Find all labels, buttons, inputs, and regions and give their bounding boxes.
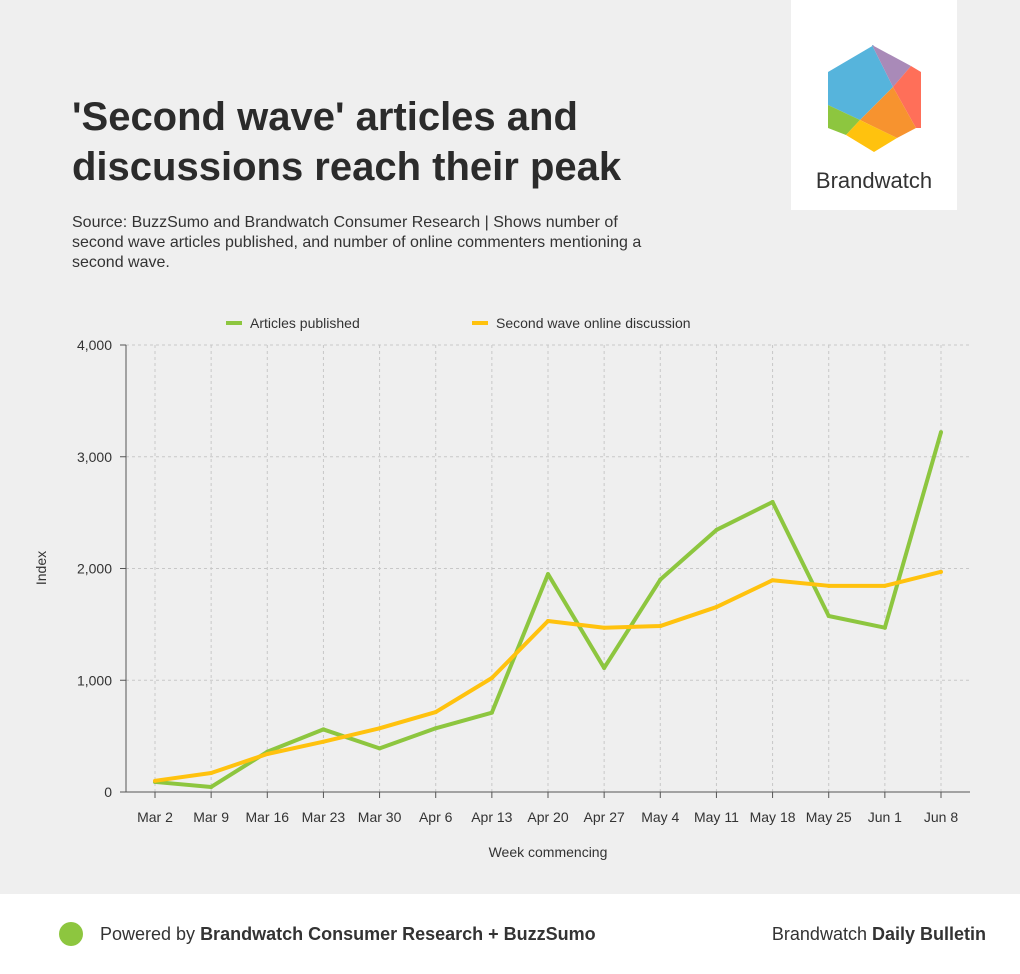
powered-prefix: Powered by bbox=[100, 924, 201, 944]
x-tick-label: Apr 6 bbox=[419, 809, 453, 825]
x-tick-label: May 11 bbox=[694, 809, 739, 825]
x-tick-label: Mar 16 bbox=[245, 809, 289, 825]
data-point bbox=[770, 578, 775, 583]
y-tick-label: 3,000 bbox=[77, 449, 112, 465]
x-tick-label: Mar 30 bbox=[358, 809, 402, 825]
data-point bbox=[377, 726, 382, 731]
data-point bbox=[209, 771, 214, 776]
data-point bbox=[377, 746, 382, 751]
x-tick-label: Mar 2 bbox=[137, 809, 173, 825]
data-point bbox=[939, 569, 943, 574]
powered-by: Powered by Brandwatch Consumer Research … bbox=[100, 924, 596, 945]
chart-title: 'Second wave' articles and discussions r… bbox=[72, 95, 622, 189]
logo-text: Brandwatch bbox=[815, 168, 933, 193]
footer: Powered by Brandwatch Consumer Research … bbox=[0, 894, 1020, 974]
data-point bbox=[939, 430, 943, 435]
data-point bbox=[658, 624, 663, 629]
x-axis-label: Week commencing bbox=[489, 844, 608, 860]
data-point bbox=[321, 739, 326, 744]
powered-brands: Brandwatch Consumer Research + BuzzSumo bbox=[200, 924, 596, 944]
brandwatch-logo: Brandwatch bbox=[791, 0, 957, 210]
x-tick-label: May 25 bbox=[806, 809, 852, 825]
x-tick-label: Apr 27 bbox=[584, 809, 625, 825]
legend-label: Second wave online discussion bbox=[496, 315, 691, 331]
data-point bbox=[826, 583, 831, 588]
data-point bbox=[826, 613, 831, 618]
y-tick-label: 1,000 bbox=[77, 672, 112, 688]
data-point bbox=[882, 625, 887, 630]
x-tick-label: May 18 bbox=[750, 809, 796, 825]
y-axis-label: Index bbox=[33, 551, 49, 585]
x-tick-label: May 4 bbox=[641, 809, 679, 825]
daily-bulletin: Brandwatch Daily Bulletin bbox=[772, 924, 986, 945]
data-point bbox=[433, 726, 438, 731]
data-point bbox=[321, 727, 326, 732]
line-chart: 0 1,000 2,000 3,000 4,000 Mar 2 Mar 9 Mar 16 Mar… bbox=[33, 315, 970, 860]
data-point bbox=[265, 752, 270, 757]
green-dot-icon bbox=[59, 922, 83, 946]
data-point bbox=[433, 710, 438, 715]
data-point bbox=[882, 583, 887, 588]
bulletin-prefix: Brandwatch bbox=[771, 924, 872, 944]
data-point bbox=[546, 572, 550, 577]
data-point bbox=[658, 577, 663, 582]
bulletin-name: Daily Bulletin bbox=[871, 924, 986, 944]
data-point bbox=[489, 710, 494, 715]
data-point bbox=[602, 665, 607, 670]
x-tick-label: Apr 13 bbox=[471, 809, 512, 825]
brandwatch-hexagon-icon bbox=[828, 45, 921, 152]
data-point bbox=[489, 676, 494, 681]
data-point bbox=[714, 605, 719, 610]
x-tick-label: Jun 1 bbox=[868, 809, 902, 825]
data-point bbox=[770, 500, 775, 505]
y-tick-label: 4,000 bbox=[77, 337, 112, 353]
x-tick-label: Mar 23 bbox=[302, 809, 346, 825]
legend-label: Articles published bbox=[250, 315, 360, 331]
x-tick-label: Jun 8 bbox=[924, 809, 958, 825]
y-tick-label: 0 bbox=[104, 784, 112, 800]
y-tick-label: 2,000 bbox=[77, 561, 112, 577]
data-point bbox=[209, 784, 214, 789]
x-tick-label: Apr 20 bbox=[527, 809, 568, 825]
data-point bbox=[714, 527, 719, 532]
data-point bbox=[546, 619, 550, 624]
chart-subtitle: Source: BuzzSumo and Brandwatch Consumer… bbox=[72, 214, 642, 271]
data-point bbox=[153, 778, 157, 783]
x-tick-label: Mar 9 bbox=[193, 809, 229, 825]
data-point bbox=[602, 625, 607, 630]
